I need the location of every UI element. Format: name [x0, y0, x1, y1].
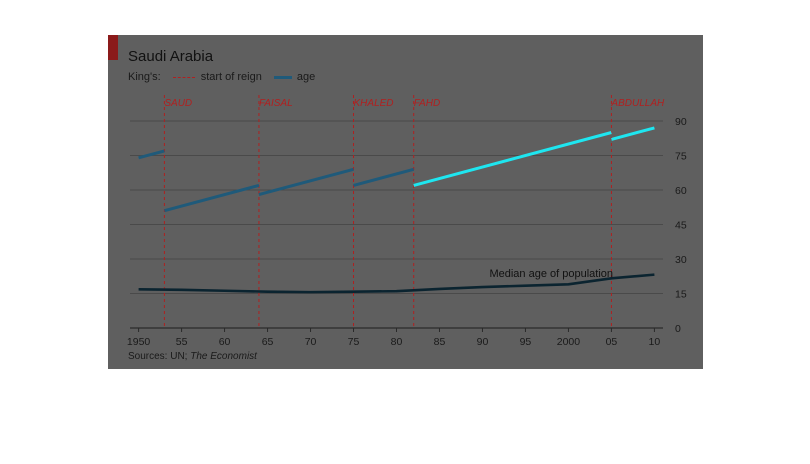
- reign-label-khaled: KHALED: [354, 98, 394, 109]
- accent-tab: [108, 35, 118, 60]
- x-tick-label-70: 70: [305, 336, 317, 348]
- y-tick-label-60: 60: [675, 185, 687, 197]
- x-tick-label-1950: 1950: [127, 336, 151, 348]
- age-segment-2: [163, 183, 260, 213]
- median-age-annotation: Median age of population: [489, 268, 613, 280]
- source-prefix: Sources: UN;: [128, 351, 191, 362]
- x-tick-label-05: 05: [606, 336, 618, 348]
- legend-reign-swatch: [172, 76, 195, 78]
- chart-panel: Saudi Arabia King's: start of reign age …: [108, 35, 703, 369]
- x-tick-label-55: 55: [176, 336, 188, 348]
- x-tick-label-85: 85: [434, 336, 446, 348]
- age-segment-1: [138, 149, 165, 160]
- age-segment-6: [611, 126, 655, 141]
- x-tick-label-75: 75: [348, 336, 360, 348]
- age-segment-3: [258, 167, 354, 197]
- legend-age-label: age: [296, 71, 316, 83]
- legend-prefix: King's:: [128, 71, 161, 83]
- age-segment-5: [413, 131, 612, 187]
- median-age-line: [138, 273, 655, 294]
- x-tick-label-80: 80: [391, 336, 403, 348]
- legend: King's: start of reign age: [128, 71, 315, 83]
- reign-label-saud: SAUD: [164, 98, 192, 109]
- x-tick-label-2000: 2000: [557, 336, 581, 348]
- legend-reign-label: start of reign: [200, 71, 262, 83]
- plot-area: 0 15 30 45 60 75 90 1950 55 60 65 70 75 80 85 90 95 2000 0…: [127, 95, 687, 348]
- y-tick-label-0: 0: [675, 323, 681, 335]
- age-segment-4: [353, 167, 415, 187]
- y-tick-label-90: 90: [675, 116, 687, 128]
- chart-title: Saudi Arabia: [128, 48, 214, 65]
- y-tick-label-75: 75: [675, 151, 687, 163]
- y-tick-label-15: 15: [675, 289, 687, 301]
- legend-age-swatch: [273, 75, 292, 79]
- x-tick-label-65: 65: [262, 336, 274, 348]
- reign-label-abdullah: ABDULLAH: [610, 98, 665, 109]
- reign-label-faisal: FAISAL: [259, 98, 293, 109]
- y-tick-label-30: 30: [675, 254, 687, 266]
- reign-label-fahd: FAHD: [414, 98, 440, 109]
- x-tick-label-90: 90: [477, 336, 489, 348]
- x-tick-label-60: 60: [219, 336, 231, 348]
- source-italic: The Economist: [190, 351, 257, 362]
- source-note: Sources: UN; The Economist: [128, 351, 257, 362]
- x-tick-label-10: 10: [649, 336, 661, 348]
- y-tick-label-45: 45: [675, 220, 687, 232]
- x-tick-label-95: 95: [520, 336, 532, 348]
